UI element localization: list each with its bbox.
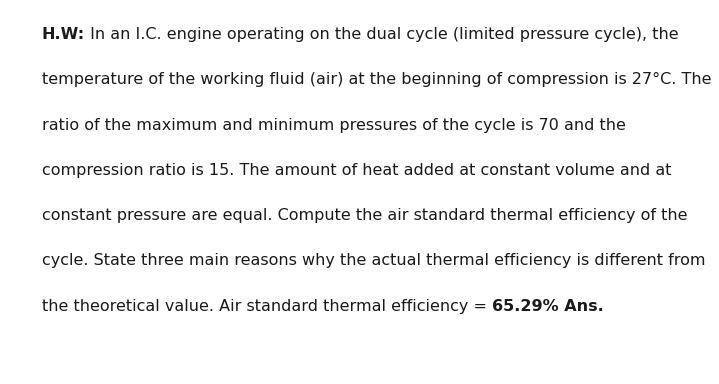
Text: H.W:: H.W:: [42, 27, 85, 42]
Text: cycle. State three main reasons why the actual thermal efficiency is different f: cycle. State three main reasons why the …: [42, 253, 705, 268]
Text: In an I.C. engine operating on the dual cycle (limited pressure cycle), the: In an I.C. engine operating on the dual …: [85, 27, 679, 42]
Text: the theoretical value. Air standard thermal efficiency =: the theoretical value. Air standard ther…: [42, 299, 492, 314]
Text: constant pressure are equal. Compute the air standard thermal efficiency of the: constant pressure are equal. Compute the…: [42, 208, 687, 223]
Text: temperature of the working fluid (air) at the beginning of compression is 27°C. : temperature of the working fluid (air) a…: [42, 72, 711, 87]
Text: compression ratio is 15. The amount of heat added at constant volume and at: compression ratio is 15. The amount of h…: [42, 163, 672, 178]
Text: 65.29% Ans.: 65.29% Ans.: [492, 299, 603, 314]
Text: ratio of the maximum and minimum pressures of the cycle is 70 and the: ratio of the maximum and minimum pressur…: [42, 118, 626, 132]
